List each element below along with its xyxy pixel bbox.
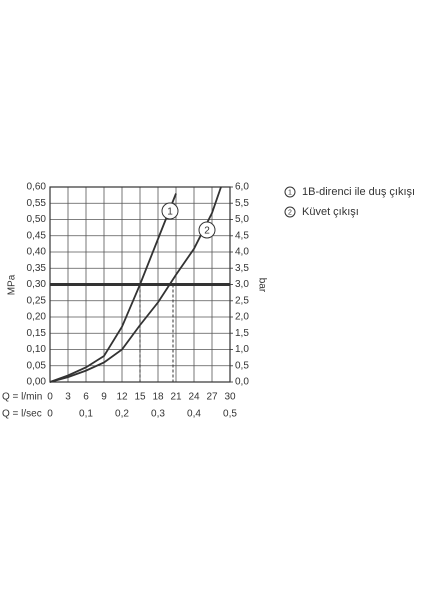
y-tick-label: 0,30: [27, 279, 47, 290]
curve-tag-circle: [198, 221, 216, 239]
x2-tick-label: 0,1: [79, 409, 93, 420]
x2-tick-label: 0,4: [187, 409, 201, 420]
y2-tick-label: 6,0: [235, 182, 249, 193]
legend-marker-label: 2: [288, 209, 292, 216]
x-tick-label: 18: [152, 392, 164, 403]
y2-tick-label: 3,5: [235, 263, 249, 274]
y-tick-label: 0,25: [27, 295, 47, 306]
curve-tag-circle: [161, 202, 179, 220]
legend-label: Küvet çıkışı: [302, 206, 359, 218]
x-tick-label: 6: [83, 392, 89, 403]
x-tick-label: 27: [206, 392, 218, 403]
curve-tag: 2: [204, 226, 210, 237]
y2-tick-label: 2,0: [235, 312, 249, 323]
x-tick-label: 12: [116, 392, 128, 403]
y-tick-label: 0,40: [27, 247, 47, 258]
x-tick-label: 0: [47, 392, 53, 403]
series-line: [49, 193, 177, 383]
x-tick-label: 9: [101, 392, 107, 403]
x-tick-label: 21: [170, 392, 182, 403]
x-axis-label: Q = l/min: [2, 392, 42, 403]
y2-axis-label: bar: [256, 278, 267, 293]
y2-tick-label: 1,5: [235, 328, 249, 339]
y-tick-label: 0,10: [27, 344, 47, 355]
x-tick-label: 15: [134, 392, 146, 403]
y2-tick-label: 3,0: [235, 279, 249, 290]
y-tick-label: 0,35: [27, 263, 47, 274]
y2-tick-label: 2,5: [235, 295, 249, 306]
y2-tick-label: 5,5: [235, 198, 249, 209]
y2-tick-label: 4,5: [235, 230, 249, 241]
x2-tick-label: 0,5: [223, 409, 237, 420]
x-tick-label: 24: [188, 392, 200, 403]
y-tick-label: 0,45: [27, 230, 47, 241]
x2-tick-label: 0: [47, 409, 53, 420]
y-tick-label: 0,15: [27, 328, 47, 339]
series-line: [49, 186, 222, 383]
y2-tick-label: 5,0: [235, 214, 249, 225]
y-tick-label: 0,00: [27, 377, 47, 388]
legend-marker: [284, 186, 296, 198]
x2-tick-label: 0,3: [151, 409, 165, 420]
y-tick-label: 0,50: [27, 214, 47, 225]
y2-tick-label: 0,5: [235, 360, 249, 371]
x2-tick-label: 0,2: [115, 409, 129, 420]
curve-tag: 1: [167, 207, 173, 218]
y-tick-label: 0,20: [27, 312, 47, 323]
y-axis-label: MPa: [7, 274, 18, 295]
x2-axis-label: Q = l/sec: [2, 409, 42, 420]
y-tick-label: 0,05: [27, 360, 47, 371]
legend-label: 1B-direnci ile duş çıkışı: [302, 186, 415, 198]
x-tick-label: 3: [65, 392, 71, 403]
y-tick-label: 0,60: [27, 182, 47, 193]
legend-marker: [284, 206, 296, 218]
y-tick-label: 0,55: [27, 198, 47, 209]
y2-tick-label: 0,0: [235, 377, 249, 388]
legend-marker-label: 1: [288, 189, 292, 196]
y2-tick-label: 4,0: [235, 247, 249, 258]
y2-tick-label: 1,0: [235, 344, 249, 355]
x-tick-label: 30: [224, 392, 236, 403]
